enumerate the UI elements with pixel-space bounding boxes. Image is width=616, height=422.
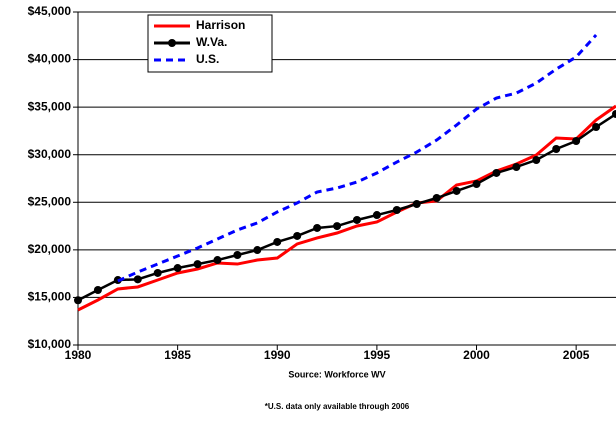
point bbox=[552, 145, 561, 154]
point bbox=[173, 264, 182, 273]
point bbox=[93, 286, 102, 295]
x-tick-label: 2005 bbox=[563, 348, 590, 362]
point bbox=[293, 231, 302, 240]
y-tick-label: $15,000 bbox=[28, 290, 72, 304]
point bbox=[472, 180, 481, 189]
point bbox=[572, 137, 581, 146]
point bbox=[74, 296, 82, 305]
point bbox=[592, 123, 601, 132]
legend-label: U.S. bbox=[196, 52, 219, 66]
point bbox=[233, 250, 242, 259]
point bbox=[333, 222, 342, 231]
legend-marker bbox=[168, 39, 176, 47]
point bbox=[253, 246, 262, 255]
point bbox=[273, 237, 282, 246]
y-tick-label: $30,000 bbox=[28, 147, 72, 161]
point bbox=[352, 215, 361, 224]
point bbox=[432, 194, 441, 203]
point bbox=[193, 260, 202, 269]
series-line bbox=[77, 104, 616, 312]
y-tick-label: $10,000 bbox=[28, 337, 72, 351]
y-tick-label: $20,000 bbox=[28, 242, 72, 256]
point bbox=[512, 162, 521, 171]
y-tick-label: $45,000 bbox=[28, 4, 72, 18]
point bbox=[133, 275, 142, 284]
x-tick-label: 2000 bbox=[463, 348, 490, 362]
point bbox=[532, 156, 541, 165]
footnote: *U.S. data only available through 2006 bbox=[265, 402, 410, 411]
legend-label: Harrison bbox=[196, 18, 245, 32]
y-tick-label: $35,000 bbox=[28, 99, 72, 113]
x-tick-label: 1980 bbox=[65, 348, 92, 362]
point bbox=[412, 199, 421, 208]
x-tick-label: 1990 bbox=[264, 348, 291, 362]
legend-label: W.Va. bbox=[196, 35, 227, 49]
point bbox=[213, 256, 222, 265]
x-tick-label: 1985 bbox=[164, 348, 191, 362]
point bbox=[392, 205, 401, 214]
source-note: Source: Workforce WV bbox=[288, 369, 385, 379]
point bbox=[612, 109, 616, 118]
y-tick-label: $25,000 bbox=[28, 194, 72, 208]
point bbox=[492, 168, 501, 177]
point bbox=[153, 268, 162, 277]
point bbox=[372, 211, 381, 220]
point bbox=[313, 223, 322, 232]
x-tick-label: 1995 bbox=[364, 348, 391, 362]
series-line bbox=[77, 112, 616, 302]
point bbox=[452, 186, 461, 195]
series-line bbox=[117, 34, 598, 283]
y-tick-label: $40,000 bbox=[28, 52, 72, 66]
